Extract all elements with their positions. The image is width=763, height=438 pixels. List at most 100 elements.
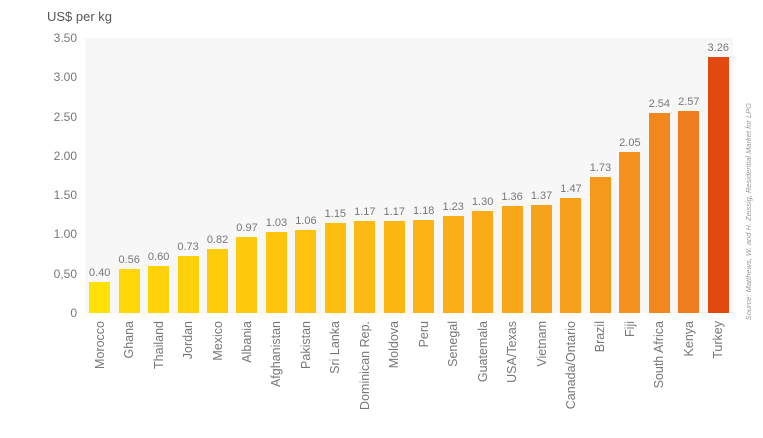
category-slot: Fiji: [615, 321, 644, 438]
bar-value-label: 2.54: [648, 98, 671, 111]
y-tick-label: 1.50: [53, 188, 77, 203]
bar-slot: 0.56: [114, 38, 143, 313]
bar-slot: 0.60: [144, 38, 173, 313]
y-tick-label: 0,50: [53, 266, 77, 281]
bar-value-label: 1.17: [354, 206, 376, 219]
bar: [207, 248, 229, 313]
category-label: Jordan: [181, 321, 196, 360]
bar: [354, 221, 376, 313]
y-tick-label: 3.00: [53, 70, 77, 85]
bar-slot: 1.06: [291, 38, 320, 313]
bar-value-label: 0.97: [236, 221, 258, 234]
category-slot: Dominican Rep.: [350, 321, 379, 438]
category-label: South Africa: [652, 321, 667, 389]
bar-value-label: 2.05: [619, 136, 641, 149]
category-label: Thailand: [151, 321, 166, 369]
bar-value-label: 1.17: [383, 206, 405, 219]
bar-slot: 1.03: [262, 38, 291, 313]
bar-value-label: 1.03: [265, 217, 288, 230]
category-label: Peru: [416, 321, 431, 348]
bar-value-label: 1.06: [295, 214, 317, 227]
bar: [148, 265, 170, 313]
bar-slot: 3.26: [704, 38, 733, 313]
bar: [648, 113, 670, 313]
category-label: Senegal: [446, 321, 461, 367]
y-tick-label: 3.50: [53, 31, 77, 45]
bar: [89, 281, 111, 313]
plot-area: 0.40 0.56 0.60 0.73 0.82 0.97 1.03 1.06 1.15 1.17…: [85, 38, 733, 313]
bar: [707, 56, 729, 313]
source-note: Source: Matthews, W. and H. Zeissig, Res…: [744, 102, 753, 320]
y-axis: 3.50 3.00 2.50 2.00 1.50 1.00 0,50 0: [0, 0, 77, 330]
bar-value-label: 1.18: [413, 205, 435, 218]
category-label: Mexico: [210, 321, 225, 361]
y-tick-label: 2.00: [53, 148, 77, 163]
category-label: Canada/Ontario: [563, 321, 578, 410]
category-label: Guatemala: [475, 321, 490, 383]
bar: [531, 205, 553, 313]
bar-slot: 1.15: [321, 38, 350, 313]
bar-slot: 1.36: [497, 38, 526, 313]
category-slot: Vietnam: [527, 321, 556, 438]
bar-value-label: 1.15: [324, 207, 347, 220]
bar-slot: 1.47: [556, 38, 585, 313]
y-tick-label: 0: [70, 306, 77, 320]
bar-value-label: 0.56: [118, 254, 140, 266]
category-label: Brazil: [593, 321, 608, 353]
category-label: Afghanistan: [269, 321, 284, 388]
bar: [383, 221, 405, 313]
category-slot: Thailand: [144, 321, 173, 438]
category-label: Dominican Rep.: [357, 321, 372, 410]
y-tick-label: 2.50: [53, 109, 77, 124]
category-label: Fiji: [622, 321, 637, 337]
bar-value-label: 1.47: [560, 182, 582, 195]
category-label: Vietnam: [534, 321, 549, 367]
category-label: Turkey: [711, 321, 726, 359]
category-label: Morocco: [92, 321, 107, 369]
category-slot: Sri Lanka: [321, 321, 350, 438]
category-slot: Peru: [409, 321, 438, 438]
bar-value-label: 0.82: [206, 233, 229, 246]
bar-slot: 1.17: [380, 38, 409, 313]
bar-value-label: 1.23: [442, 201, 464, 214]
bar: [177, 255, 199, 313]
bar-value-label: 1.73: [589, 162, 612, 175]
bar: [589, 177, 611, 313]
bar: [501, 206, 523, 313]
category-slot: Moldova: [380, 321, 409, 438]
bar-slot: 1.23: [438, 38, 467, 313]
bar-value-label: 0.73: [177, 240, 199, 253]
bar-slot: 1.30: [468, 38, 497, 313]
bar: [413, 220, 435, 313]
category-slot: Brazil: [586, 321, 615, 438]
category-slot: Jordan: [173, 321, 202, 438]
category-slot: Mexico: [203, 321, 232, 438]
category-slot: USA/Texas: [497, 321, 526, 438]
category-label: Sri Lanka: [328, 321, 343, 374]
category-slot: Morocco: [85, 321, 114, 438]
bar: [619, 151, 641, 313]
bar-slot: 2.57: [674, 38, 703, 313]
bar-slot: 1.37: [527, 38, 556, 313]
category-slot: Canada/Ontario: [556, 321, 585, 438]
bar: [442, 216, 464, 313]
bar-value-label: 1.30: [471, 195, 494, 208]
bar-slot: 2.05: [615, 38, 644, 313]
category-slot: South Africa: [645, 321, 674, 438]
bar-slot: 1.73: [586, 38, 615, 313]
bar: [324, 222, 346, 313]
bar-value-label: 0.60: [147, 250, 170, 263]
bar: [560, 197, 582, 313]
category-slot: Pakistan: [291, 321, 320, 438]
category-label: Albania: [239, 321, 254, 363]
category-slot: Albania: [232, 321, 261, 438]
category-label: Kenya: [681, 321, 696, 357]
chart-title: US$ per kg: [47, 9, 113, 24]
bar: [118, 269, 140, 313]
bar-slot: 0.40: [85, 38, 114, 313]
category-slot: Turkey: [704, 321, 733, 438]
category-slot: Ghana: [114, 321, 143, 438]
y-tick-label: 1.00: [53, 227, 77, 242]
category-label: Moldova: [387, 321, 402, 369]
